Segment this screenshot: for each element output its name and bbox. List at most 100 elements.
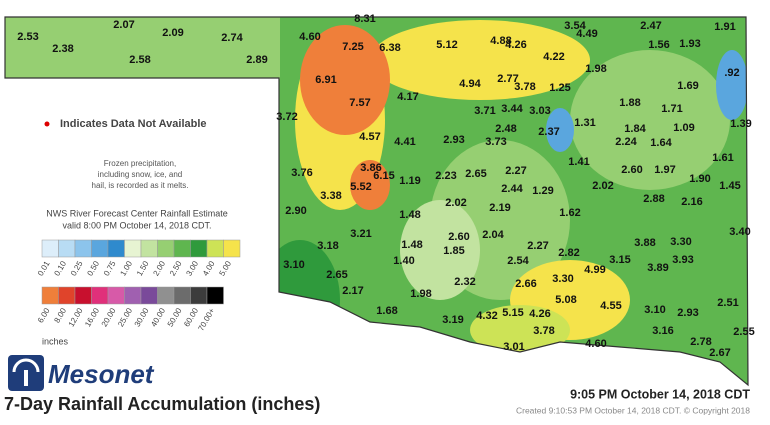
- legend-label: 3.00: [184, 259, 200, 277]
- station-value: 3.71: [474, 105, 495, 117]
- legend-swatch: [74, 239, 92, 258]
- legend-label: 16.00: [83, 306, 101, 328]
- legend-label: 0.50: [85, 259, 101, 277]
- legend-label: 70.00+: [196, 306, 216, 332]
- station-value: 3.44: [501, 103, 523, 115]
- station-value: 1.98: [585, 63, 606, 75]
- station-value: 1.98: [410, 288, 431, 300]
- source-note: NWS River Forecast Center Rainfall Estim…: [46, 208, 228, 218]
- logo: [8, 355, 44, 391]
- station-value: 1.48: [401, 239, 422, 251]
- frozen-note: including snow, ice, and: [98, 170, 183, 179]
- station-value: 2.55: [733, 326, 754, 338]
- legend-swatch: [58, 239, 76, 258]
- legend-swatch: [58, 286, 76, 305]
- station-value: 1.09: [673, 122, 694, 134]
- station-value: 2.90: [285, 205, 306, 217]
- station-value: 5.15: [502, 307, 523, 319]
- legend-swatch: [157, 286, 175, 305]
- legend-swatch: [206, 286, 224, 305]
- station-value: 2.66: [515, 278, 536, 290]
- station-value: 3.78: [514, 81, 535, 93]
- source-note: valid 8:00 PM October 14, 2018 CDT.: [62, 220, 211, 230]
- station-value: 2.02: [445, 197, 466, 209]
- station-value: 3.73: [485, 136, 506, 148]
- station-value: 3.10: [644, 304, 665, 316]
- station-value: 4.55: [600, 300, 621, 312]
- legend-label: 6.00: [36, 306, 52, 324]
- station-value: 2.17: [342, 285, 363, 297]
- station-value: 3.93: [672, 254, 693, 266]
- station-value: 4.60: [585, 338, 606, 350]
- station-value: 4.32: [476, 310, 497, 322]
- station-value: 1.48: [399, 209, 420, 221]
- station-value: 4.88: [490, 35, 511, 47]
- legend-swatch: [91, 286, 109, 305]
- station-value: 2.54: [507, 255, 529, 267]
- station-value: 5.12: [436, 39, 457, 51]
- station-value: 3.40: [729, 226, 750, 238]
- station-value: 1.69: [677, 80, 698, 92]
- station-value: 3.18: [317, 240, 338, 252]
- legend-label: 30.00: [133, 306, 151, 328]
- station-value: 1.88: [619, 97, 640, 109]
- station-value: 4.17: [397, 91, 418, 103]
- station-value: 4.94: [459, 78, 481, 90]
- station-value: 2.77: [497, 73, 518, 85]
- station-value: 8.31: [354, 13, 375, 25]
- legend-label: 0.25: [69, 259, 85, 277]
- legend-label: 40.00: [149, 306, 167, 328]
- station-value: 1.91: [714, 21, 735, 33]
- legend-label: 8.00: [52, 306, 68, 324]
- station-value: 1.19: [399, 175, 420, 187]
- station-value: 1.84: [624, 123, 646, 135]
- station-value: 3.21: [350, 228, 371, 240]
- frozen-note: Frozen precipitation,: [104, 159, 176, 168]
- title: 7-Day Rainfall Accumulation (inches): [4, 394, 320, 414]
- station-value: 3.89: [647, 262, 668, 274]
- station-value: 2.93: [443, 134, 464, 146]
- station-value: 1.64: [650, 137, 672, 149]
- station-value: 1.45: [719, 180, 740, 192]
- legend-swatch: [107, 286, 125, 305]
- station-value: 3.54: [564, 20, 586, 32]
- legend-swatch: [173, 239, 191, 258]
- station-value: 2.24: [615, 136, 637, 148]
- station-value: 1.39: [730, 118, 751, 130]
- station-value: 2.78: [690, 336, 711, 348]
- station-value: 2.60: [448, 231, 469, 243]
- legend-label: 50.00: [166, 306, 184, 328]
- station-value: 2.44: [501, 183, 523, 195]
- station-value: 1.85: [443, 245, 464, 257]
- station-value: 3.10: [283, 259, 304, 271]
- station-value: 1.90: [689, 173, 710, 185]
- station-value: 7.25: [342, 41, 363, 53]
- station-value: 2.48: [495, 123, 516, 135]
- legend-swatch: [107, 239, 125, 258]
- station-value: 3.78: [533, 325, 554, 337]
- legend-label: 2.50: [168, 259, 184, 277]
- station-value: .92: [724, 67, 739, 79]
- station-value: 3.03: [529, 105, 550, 117]
- station-value: 3.76: [291, 167, 312, 179]
- legend-swatch: [41, 239, 59, 258]
- legend-swatch: [190, 286, 208, 305]
- legend-label: 2.00: [151, 259, 167, 277]
- legend-label: 0.01: [36, 259, 52, 277]
- station-value: 2.27: [527, 240, 548, 252]
- station-value: 4.26: [529, 308, 550, 320]
- station-value: 5.52: [350, 181, 371, 193]
- legend-swatch: [74, 286, 92, 305]
- station-value: 3.16: [652, 325, 673, 337]
- brand: Mesonet: [48, 359, 155, 389]
- station-value: 3.01: [503, 341, 524, 353]
- station-value: 4.60: [299, 31, 320, 43]
- station-value: 3.86: [360, 162, 381, 174]
- station-value: 2.19: [489, 202, 510, 214]
- legend-swatch: [173, 286, 191, 305]
- legend-label: 25.00: [116, 306, 134, 328]
- station-value: 1.93: [679, 38, 700, 50]
- station-value: 1.97: [654, 164, 675, 176]
